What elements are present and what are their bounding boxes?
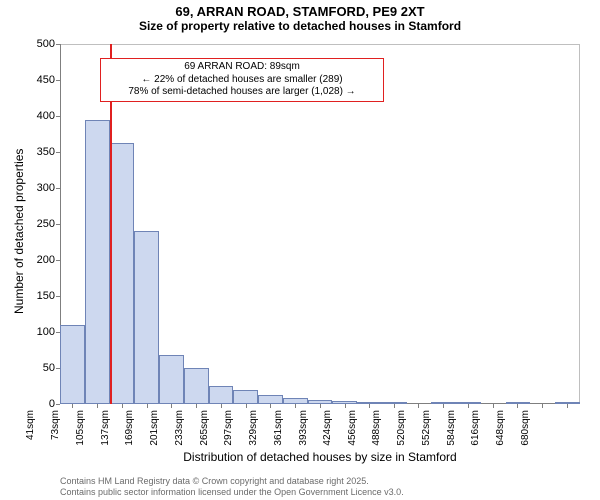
annotation-box: 69 ARRAN ROAD: 89sqm ← 22% of detached h… xyxy=(100,58,384,102)
chart-title: 69, ARRAN ROAD, STAMFORD, PE9 2XT Size o… xyxy=(0,4,600,33)
x-tick-label: 41sqm xyxy=(25,410,36,460)
histogram-bar xyxy=(184,368,209,404)
y-tick-mark xyxy=(56,152,60,153)
x-tick-mark xyxy=(147,404,148,408)
x-tick-mark xyxy=(270,404,271,408)
footer-line2: Contains public sector information licen… xyxy=(60,487,404,498)
x-tick-mark xyxy=(295,404,296,408)
x-tick-label: 616sqm xyxy=(470,410,481,460)
y-tick-mark xyxy=(56,224,60,225)
x-tick-label: 393sqm xyxy=(298,410,309,460)
y-tick-label: 0 xyxy=(15,398,55,410)
x-tick-mark xyxy=(394,404,395,408)
x-tick-mark xyxy=(369,404,370,408)
x-tick-mark xyxy=(468,404,469,408)
y-tick-mark xyxy=(56,188,60,189)
annotation-line3: 78% of semi-detached houses are larger (… xyxy=(107,86,377,99)
y-tick-mark xyxy=(56,260,60,261)
y-tick-mark xyxy=(56,80,60,81)
x-tick-label: 105sqm xyxy=(75,410,86,460)
x-tick-label: 424sqm xyxy=(322,410,333,460)
histogram-bar xyxy=(134,231,159,404)
x-tick-mark xyxy=(171,404,172,408)
x-tick-label: 201sqm xyxy=(149,410,160,460)
plot-border-right xyxy=(579,44,580,404)
plot-border-top xyxy=(60,44,580,45)
x-tick-mark xyxy=(97,404,98,408)
x-tick-mark xyxy=(443,404,444,408)
x-tick-label: 233sqm xyxy=(174,410,185,460)
x-tick-label: 265sqm xyxy=(199,410,210,460)
x-tick-label: 648sqm xyxy=(495,410,506,460)
histogram-bar xyxy=(85,120,110,404)
title-line2: Size of property relative to detached ho… xyxy=(0,19,600,33)
x-tick-mark xyxy=(418,404,419,408)
x-tick-label: 552sqm xyxy=(421,410,432,460)
y-tick-label: 400 xyxy=(15,110,55,122)
x-tick-mark xyxy=(221,404,222,408)
y-tick-label: 100 xyxy=(15,326,55,338)
y-tick-mark xyxy=(56,116,60,117)
y-tick-mark xyxy=(56,44,60,45)
x-tick-mark xyxy=(196,404,197,408)
y-tick-label: 450 xyxy=(15,74,55,86)
histogram-bar xyxy=(258,395,283,404)
x-tick-mark xyxy=(493,404,494,408)
x-tick-mark xyxy=(246,404,247,408)
histogram-bar xyxy=(233,390,258,404)
y-tick-mark xyxy=(56,296,60,297)
x-tick-label: 488sqm xyxy=(371,410,382,460)
x-tick-label: 520sqm xyxy=(396,410,407,460)
annotation-line1: 69 ARRAN ROAD: 89sqm xyxy=(107,61,377,74)
x-tick-mark xyxy=(542,404,543,408)
x-tick-mark xyxy=(345,404,346,408)
footer-line1: Contains HM Land Registry data © Crown c… xyxy=(60,476,404,487)
y-tick-label: 500 xyxy=(15,38,55,50)
x-tick-label: 584sqm xyxy=(446,410,457,460)
footer: Contains HM Land Registry data © Crown c… xyxy=(60,476,404,498)
y-tick-label: 250 xyxy=(15,218,55,230)
x-tick-mark xyxy=(72,404,73,408)
x-tick-label: 456sqm xyxy=(347,410,358,460)
y-tick-label: 300 xyxy=(15,182,55,194)
histogram-bar xyxy=(159,355,184,404)
x-tick-label: 297sqm xyxy=(223,410,234,460)
x-tick-mark xyxy=(567,404,568,408)
y-tick-label: 150 xyxy=(15,290,55,302)
title-line1: 69, ARRAN ROAD, STAMFORD, PE9 2XT xyxy=(0,4,600,19)
y-tick-label: 50 xyxy=(15,362,55,374)
x-tick-mark xyxy=(517,404,518,408)
x-tick-label: 137sqm xyxy=(100,410,111,460)
x-tick-mark xyxy=(122,404,123,408)
y-tick-mark xyxy=(56,404,60,405)
y-tick-mark xyxy=(56,368,60,369)
y-tick-label: 200 xyxy=(15,254,55,266)
x-tick-label: 680sqm xyxy=(520,410,531,460)
y-tick-mark xyxy=(56,332,60,333)
x-tick-label: 329sqm xyxy=(248,410,259,460)
histogram-bar xyxy=(110,143,135,404)
chart-container: 69, ARRAN ROAD, STAMFORD, PE9 2XT Size o… xyxy=(0,0,600,500)
y-tick-label: 350 xyxy=(15,146,55,158)
x-tick-mark xyxy=(320,404,321,408)
x-tick-label: 361sqm xyxy=(273,410,284,460)
x-tick-label: 169sqm xyxy=(124,410,135,460)
histogram-bar xyxy=(209,386,234,404)
x-tick-label: 73sqm xyxy=(50,410,61,460)
histogram-bar xyxy=(60,325,85,404)
annotation-line2: ← 22% of detached houses are smaller (28… xyxy=(107,74,377,87)
